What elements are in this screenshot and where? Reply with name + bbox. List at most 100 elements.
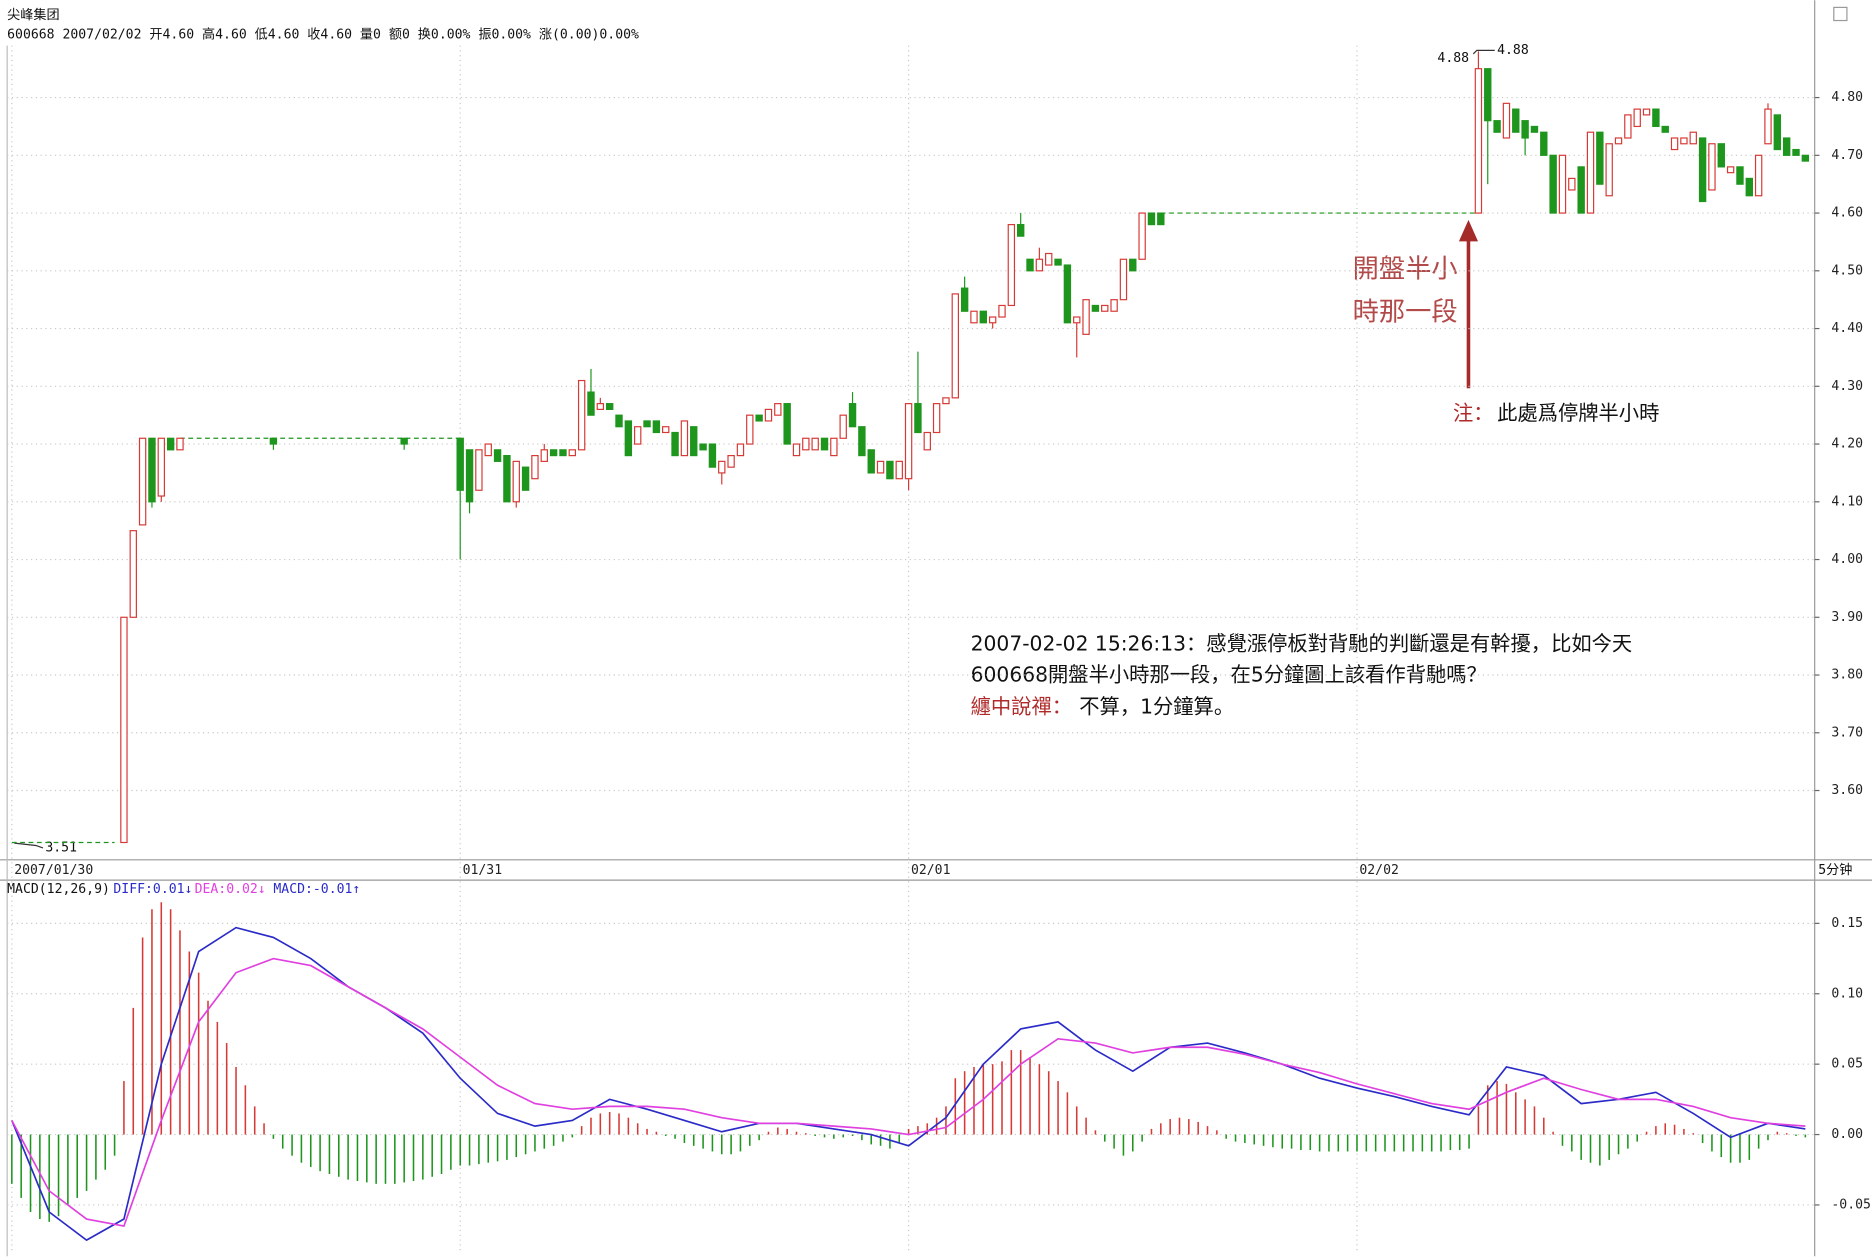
candle-body <box>1512 108 1520 133</box>
candle-body <box>746 414 754 445</box>
quote-line: 不算，1分鐘算。 <box>1079 695 1234 719</box>
candle-body <box>1502 102 1511 139</box>
legend-entry: DEA:0.02↓ <box>195 882 266 897</box>
candle-body <box>1110 299 1118 312</box>
candle-body <box>559 449 567 457</box>
candle-body <box>521 466 530 491</box>
candle-body <box>138 437 147 526</box>
candle-body <box>1801 154 1810 162</box>
candle-body <box>1016 224 1025 237</box>
x-tick-label: 02/02 <box>1359 863 1399 878</box>
candle-body <box>587 391 595 416</box>
y-tick-label: 0.10 <box>1831 986 1863 1001</box>
candle-body <box>269 437 278 445</box>
candle-body <box>727 454 735 468</box>
candle-body <box>1736 166 1744 185</box>
candle-body <box>867 449 875 474</box>
candle-body <box>176 437 184 451</box>
candle-body <box>166 437 175 451</box>
candle-body <box>652 420 661 434</box>
candle-body <box>456 437 464 491</box>
note-label: 注： <box>1453 401 1494 425</box>
candle-body <box>1764 108 1772 145</box>
candle-body <box>1558 154 1567 214</box>
candle-body <box>736 443 745 457</box>
low-label-leader <box>14 842 44 849</box>
y-tick-label: 0.15 <box>1831 916 1863 931</box>
candle-body <box>895 460 903 480</box>
window-icon[interactable] <box>1833 6 1848 22</box>
candle-body <box>1680 137 1688 145</box>
candle-body <box>484 443 492 457</box>
candle-body <box>1726 166 1735 174</box>
candle-body <box>493 449 502 462</box>
candle-body <box>1157 212 1165 226</box>
y-tick-label: 4.30 <box>1831 379 1863 394</box>
candle-body <box>699 443 707 451</box>
candle-body <box>531 454 539 480</box>
candle-body <box>1138 212 1146 260</box>
candle-body <box>1577 166 1585 214</box>
candle-body <box>1596 131 1604 185</box>
candle-body <box>1633 108 1641 128</box>
y-tick-label: 3.60 <box>1831 783 1863 798</box>
candle-body <box>1474 68 1483 214</box>
candle-body <box>568 449 577 457</box>
candle-body <box>942 397 950 405</box>
y-tick-label: 4.80 <box>1831 90 1863 105</box>
candle-body <box>876 460 885 474</box>
candle-body <box>774 403 782 416</box>
candle-body <box>1605 143 1613 197</box>
arrow-head <box>1458 219 1479 242</box>
quote-info: 600668 2007/02/02 开4.60 高4.60 低4.60 收4.6… <box>7 25 639 42</box>
y-tick-label: 3.70 <box>1831 725 1863 740</box>
low-label: 3.51 <box>45 840 77 855</box>
candle-body <box>960 287 969 312</box>
candle-body <box>475 449 483 491</box>
candle-body <box>615 414 623 428</box>
annotation: 開盤半小 <box>1353 255 1458 285</box>
candle-body <box>1642 108 1651 116</box>
candle-body <box>1792 148 1800 156</box>
candle-body <box>1624 114 1632 139</box>
candle-body <box>848 403 857 428</box>
candle-body <box>1063 264 1072 324</box>
stock-name: 尖峰集团 <box>7 7 60 23</box>
candle-body <box>643 420 651 428</box>
x-tick-label: 01/31 <box>463 863 503 878</box>
candle-body <box>858 426 866 457</box>
candle-body <box>1484 68 1492 122</box>
y-tick-label: 0.05 <box>1831 1057 1863 1072</box>
candle-body <box>1754 154 1763 197</box>
candle-body <box>129 530 137 618</box>
candle-body <box>1652 108 1660 128</box>
quote-author: 纏中說禪： <box>971 695 1072 719</box>
candle-body <box>1091 304 1100 312</box>
x-tick-label: 2007/01/30 <box>14 863 93 878</box>
candle-body <box>624 420 633 457</box>
candle-body <box>512 460 520 503</box>
candle-body <box>1614 137 1623 145</box>
candle-body <box>830 437 838 457</box>
y-tick-label: -0.05 <box>1831 1197 1871 1212</box>
candle-body <box>1073 316 1081 324</box>
macd-line <box>11 926 1806 1242</box>
candle-body <box>979 310 988 324</box>
candle-body <box>1549 154 1557 214</box>
candle-body <box>1119 258 1128 301</box>
candle-body <box>951 293 960 399</box>
candle-body <box>1773 114 1782 151</box>
candle-body <box>764 408 773 422</box>
candle-body <box>1493 120 1501 133</box>
candle-body <box>465 449 474 503</box>
quote-line: 600668開盤半小時那一段，在5分鐘圖上該看作背馳嗎？ <box>971 662 1487 686</box>
candle-body <box>1026 258 1034 272</box>
candle-body <box>1670 137 1679 151</box>
y-tick-label: 4.40 <box>1831 321 1863 336</box>
y-tick-label: 4.00 <box>1831 552 1863 567</box>
quote-line: 2007-02-02 15:26:13：感覺漲停板對背馳的判斷還是有幹擾，比如今… <box>971 631 1633 655</box>
legend-entry: MACD:-0.01↑ <box>273 882 360 897</box>
candle-body <box>400 437 408 445</box>
candle-body <box>1007 224 1016 307</box>
candle-body <box>596 403 605 410</box>
